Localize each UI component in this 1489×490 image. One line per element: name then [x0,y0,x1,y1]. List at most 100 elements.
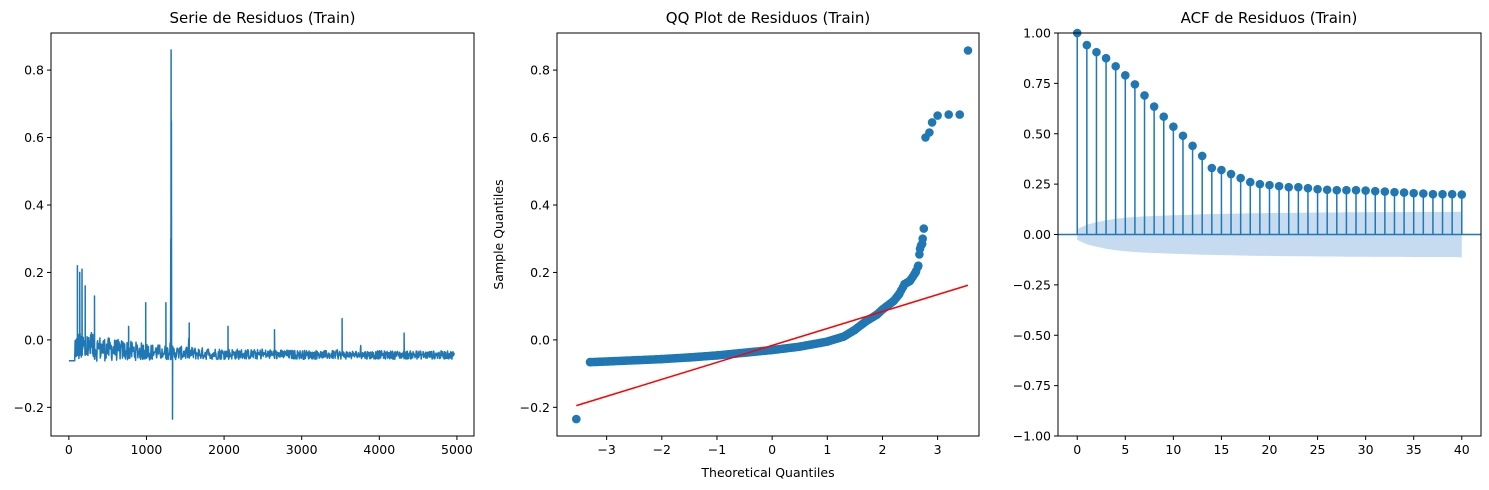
x-tick-label: 35 [1406,442,1422,457]
qq-point [889,296,898,306]
series-line-group [68,49,455,420]
x-tick-label: 40 [1454,442,1470,457]
qq-point [685,353,694,362]
y-tick-label: 0.2 [530,265,550,280]
x-tick-label: 5000 [441,442,473,457]
qq-reference-line [576,284,969,407]
qq-point [572,414,581,424]
acf-point [1351,185,1361,195]
x-tick-label: 15 [1213,442,1229,457]
y-tick-label: 0.2 [24,265,44,280]
panel-qq-plot: QQ Plot de Residuos (Train) −3 −2 −1 0 1 2 3 −0… [491,9,980,480]
acf-point [1188,141,1197,151]
plot-frame [1057,32,1482,437]
axes-ticks: 0 5 10 15 20 25 30 35 40 −1.00 −0.75 −0.50 −0.25 0.00… [1013,26,1470,458]
qq-point [914,261,923,271]
x-tick-label: −2 [653,442,671,457]
acf-point [1207,163,1217,173]
y-axis-label: Sample Quantiles [491,179,506,289]
acf-point [1322,185,1332,195]
acf-stems-group [1058,28,1481,236]
qq-point [933,111,942,120]
x-axis-label: Theoretical Quantiles [700,465,834,480]
x-tick-label: 1000 [131,442,163,457]
y-tick-label: 0.50 [1023,126,1051,141]
panel-residual-series: Serie de Residuos (Train) 0 1000 2000 3000 4… [14,9,475,457]
y-tick-label: −0.50 [1013,328,1051,343]
y-tick-label: 0.8 [530,63,550,78]
plot-frame [50,32,475,437]
x-tick-label: 20 [1262,442,1278,457]
panel-acf: ACF de Residuos (Train) 0 5 10 15 20 25 30 35 40… [1013,9,1482,458]
acf-point [1082,40,1092,50]
qq-point [944,110,953,119]
acf-point [1457,190,1467,199]
y-tick-label: 0.0 [24,332,44,347]
y-tick-label: 0.25 [1023,177,1051,192]
chart-title: Serie de Residuos (Train) [169,9,355,27]
chart-title: ACF de Residuos (Train) [1181,9,1358,27]
acf-point [1390,187,1399,197]
x-tick-label: 2000 [208,442,240,457]
acf-point [1265,180,1274,190]
x-tick-label: 0 [65,442,73,457]
x-tick-label: 25 [1310,442,1326,457]
qq-point [767,345,777,355]
x-tick-label: 4000 [363,442,395,457]
qq-point [657,354,667,364]
qq-point [861,317,871,326]
acf-point [1399,188,1409,197]
x-tick-label: 5 [1121,442,1129,457]
qq-point [917,239,927,249]
x-tick-label: 0 [768,442,776,457]
y-tick-label: −1.00 [1013,429,1051,444]
axes-ticks: 0 1000 2000 3000 4000 5000 −0.2 0.0 0.2 0.4 0.6 0.8 [14,63,473,457]
acf-point [1370,186,1380,196]
y-tick-label: 0.75 [1023,76,1051,91]
qq-point [963,46,973,55]
acf-point [1178,131,1188,141]
y-tick-label: −0.75 [1013,378,1051,393]
acf-point [1294,182,1303,192]
qq-point [927,118,937,127]
acf-point [1169,122,1178,131]
y-tick-label: −0.25 [1013,277,1051,292]
y-tick-label: −0.2 [14,400,44,415]
acf-point [1101,53,1111,63]
y-tick-label: 1.00 [1023,26,1051,41]
acf-point [1236,173,1245,183]
acf-point [1303,183,1313,193]
acf-point [1159,112,1169,121]
x-tick-label: 30 [1358,442,1374,457]
acf-point [1245,177,1255,187]
y-tick-label: 0.6 [24,130,44,145]
acf-point [1428,189,1438,199]
acf-point [1409,188,1419,198]
x-tick-label: 2 [878,442,886,457]
y-tick-label: 0.00 [1023,227,1051,242]
acf-point [1284,182,1294,192]
qq-point [839,332,849,341]
qq-point [850,325,860,335]
residual-series-line [68,49,455,420]
acf-point [1274,181,1284,191]
plot-frame [556,32,980,437]
acf-point [1313,184,1322,194]
y-tick-label: 0.6 [530,130,550,145]
acf-point [1438,189,1447,199]
acf-point [1140,91,1149,100]
y-tick-label: 0.4 [24,197,44,212]
acf-point [1226,169,1236,179]
qq-point [955,110,964,119]
chart-title: QQ Plot de Residuos (Train) [666,9,870,27]
x-tick-label: 3000 [286,442,318,457]
acf-point [1149,102,1159,111]
acf-point [1092,47,1101,57]
x-tick-label: 3 [934,442,942,457]
qq-point [823,337,832,346]
qq-point [911,268,920,277]
acf-point [1255,179,1265,189]
qq-point [602,357,611,366]
qq-point [712,351,722,360]
